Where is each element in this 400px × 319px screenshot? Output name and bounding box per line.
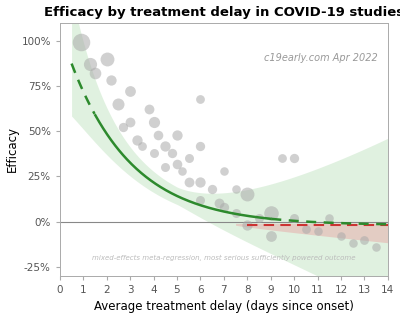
Point [186, 179, 192, 184]
Point [155, 132, 162, 137]
Point [232, 210, 239, 215]
Point [256, 215, 262, 220]
Point [108, 78, 114, 83]
Point [120, 125, 126, 130]
Point [92, 70, 98, 76]
Point [169, 150, 176, 155]
Point [326, 215, 332, 220]
Point [162, 143, 168, 148]
Y-axis label: Efficacy: Efficacy [6, 126, 18, 172]
Point [314, 228, 321, 233]
Point [373, 244, 379, 249]
Point [150, 120, 157, 125]
Point [174, 161, 180, 166]
X-axis label: Average treatment delay (days since onset): Average treatment delay (days since onse… [94, 300, 354, 314]
Point [216, 201, 222, 206]
Point [139, 143, 145, 148]
Point [291, 215, 297, 220]
Text: mixed-effects meta-regression, most serious sufficiently powered outcome: mixed-effects meta-regression, most seri… [92, 255, 356, 261]
Point [197, 197, 204, 202]
Point [197, 143, 204, 148]
Point [134, 137, 140, 143]
Point [244, 223, 250, 228]
Point [279, 156, 286, 161]
Title: Efficacy by treatment delay in COVID-19 studies: Efficacy by treatment delay in COVID-19 … [44, 5, 400, 19]
Point [115, 101, 122, 107]
Point [221, 168, 227, 174]
Point [303, 226, 309, 231]
Point [268, 234, 274, 239]
Point [174, 132, 180, 137]
Point [232, 186, 239, 191]
Point [350, 241, 356, 246]
Point [197, 179, 204, 184]
Point [244, 192, 250, 197]
Point [104, 56, 110, 61]
Point [127, 120, 133, 125]
Point [221, 204, 227, 210]
Point [146, 107, 152, 112]
Point [268, 210, 274, 215]
Text: c19early.com Apr 2022: c19early.com Apr 2022 [264, 53, 378, 63]
Point [338, 234, 344, 239]
Point [78, 40, 84, 45]
Point [209, 186, 215, 191]
Point [197, 96, 204, 101]
Point [127, 89, 133, 94]
Point [361, 237, 368, 242]
Point [178, 168, 185, 174]
Point [87, 62, 94, 67]
Point [186, 156, 192, 161]
Point [291, 156, 297, 161]
Point [162, 165, 168, 170]
Point [150, 150, 157, 155]
